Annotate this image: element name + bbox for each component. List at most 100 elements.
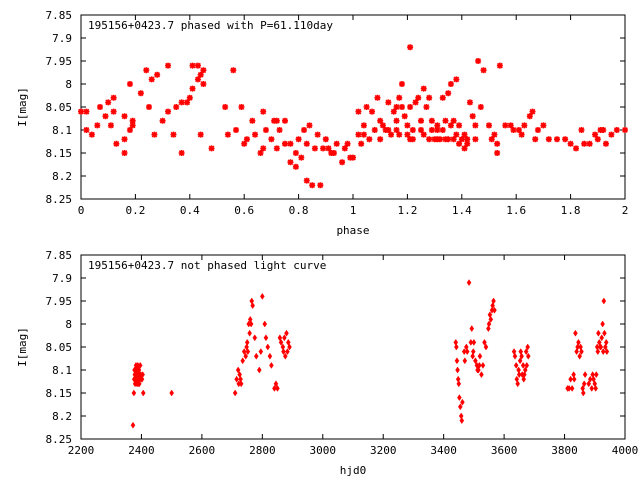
unphased-data-point [520, 361, 526, 369]
phased-data-point [415, 94, 422, 101]
phased-data-point [491, 131, 498, 138]
phased-data-point [360, 122, 367, 129]
unphased-data-point [139, 375, 145, 383]
phased-data-point [469, 113, 476, 120]
unphased-data-point [265, 343, 271, 351]
unphased-data-point [579, 348, 584, 356]
phased-data-point [401, 113, 408, 120]
unphased-x-tick-label: 4000 [612, 444, 639, 457]
unphased-data-point [593, 371, 599, 379]
unphased-y-tick-label: 8.05 [46, 341, 73, 354]
unphased-data-point [267, 352, 273, 360]
phased-data-point [464, 140, 471, 147]
phased-data-point [475, 58, 482, 64]
phased-data-point [510, 127, 517, 133]
unphased-data-point [471, 338, 477, 346]
unphased-data-point [581, 380, 587, 388]
unphased-data-point [140, 371, 145, 379]
unphased-data-point [235, 366, 241, 374]
unphased-data-point [283, 352, 288, 360]
phased-data-point [257, 150, 264, 156]
phased-data-point [262, 127, 269, 133]
phased-data-point [554, 136, 560, 143]
phased-data-point [385, 99, 392, 106]
phased-data-point [428, 117, 435, 124]
phased-data-point [407, 44, 414, 51]
unphased-data-point [140, 389, 146, 397]
unphased-data-point [459, 417, 465, 425]
phased-data-point [515, 127, 522, 133]
phased-data-point [306, 122, 313, 129]
phased-data-point [622, 127, 628, 133]
phased-data-point [363, 104, 370, 110]
phased-data-point [393, 104, 400, 110]
unphased-data-point [589, 384, 595, 392]
phased-data-point [303, 177, 310, 184]
phased-data-point [581, 140, 588, 147]
phased-data-point [178, 99, 185, 106]
unphased-data-point [599, 334, 605, 342]
unphased-data-point [582, 371, 588, 379]
unphased-x-tick-label: 3400 [430, 444, 457, 457]
phased-data-point [567, 140, 574, 147]
phased-data-point [197, 131, 204, 138]
unphased-x-tick-label: 3600 [491, 444, 518, 457]
phased-data-point [377, 117, 384, 124]
unphased-data-point [603, 338, 609, 346]
unphased-data-point [492, 306, 497, 314]
unphased-data-point [282, 334, 287, 342]
unphased-data-point [273, 380, 279, 388]
unphased-data-point [525, 343, 530, 351]
phased-data-point [107, 122, 114, 129]
phased-data-point [325, 145, 332, 152]
phased-data-point [398, 104, 405, 110]
phased-data-point [295, 136, 302, 143]
unphased-data-point [477, 361, 482, 369]
unphased-data-point [490, 302, 495, 310]
phased-data-point [273, 145, 280, 152]
phased-data-point [534, 127, 541, 133]
phased-data-point [292, 150, 299, 156]
unphased-data-point [580, 389, 586, 397]
phased-data-point [450, 117, 457, 124]
phased-data-point [233, 127, 240, 133]
phased-data-point [409, 136, 416, 143]
phased-data-point [194, 76, 201, 83]
phased-data-point [273, 117, 280, 124]
unphased-data-point [461, 348, 467, 356]
phased-data-point [507, 122, 514, 129]
unphased-data-point [517, 357, 523, 365]
unphased-data-point [515, 380, 521, 388]
unphased-data-point [130, 421, 136, 429]
phased-data-point [78, 108, 84, 115]
unphased-x-axis-label: hjd0 [340, 464, 367, 477]
unphased-x-tick-label: 2800 [249, 444, 276, 457]
unphased-data-point [240, 357, 245, 365]
phased-data-point [249, 117, 256, 124]
phased-data-point [121, 113, 128, 120]
phased-data-point [186, 94, 193, 101]
phased-data-point [407, 104, 414, 110]
unphased-data-point [522, 366, 528, 374]
unphased-y-tick-label: 7.9 [52, 272, 72, 285]
unphased-data-point [457, 394, 462, 402]
phased-data-point [222, 104, 229, 110]
phased-data-point [608, 131, 615, 138]
phased-data-point [252, 131, 259, 138]
phased-data-point [529, 108, 536, 115]
phased-data-point [121, 150, 128, 156]
unphased-y-ticks: 7.85 7.9 7.95 8 8.05 8.1 8.15 8.2 8.25 [46, 249, 625, 446]
phased-data-point [311, 145, 318, 152]
unphased-data-point [524, 361, 530, 369]
unphased-data-point [462, 357, 468, 365]
unphased-data-point [455, 366, 460, 374]
phased-data-point [453, 131, 460, 138]
phased-data-point [341, 145, 348, 152]
unphased-x-ticks: 2200 2400 2600 2800 3000 3200 3400 3600 3800 4000 [68, 255, 639, 457]
phased-data-point [404, 131, 411, 138]
phased-data-point [409, 127, 416, 133]
unphased-data-point [568, 375, 573, 383]
phased-data-point [450, 136, 457, 143]
unphased-data-point [137, 361, 143, 369]
